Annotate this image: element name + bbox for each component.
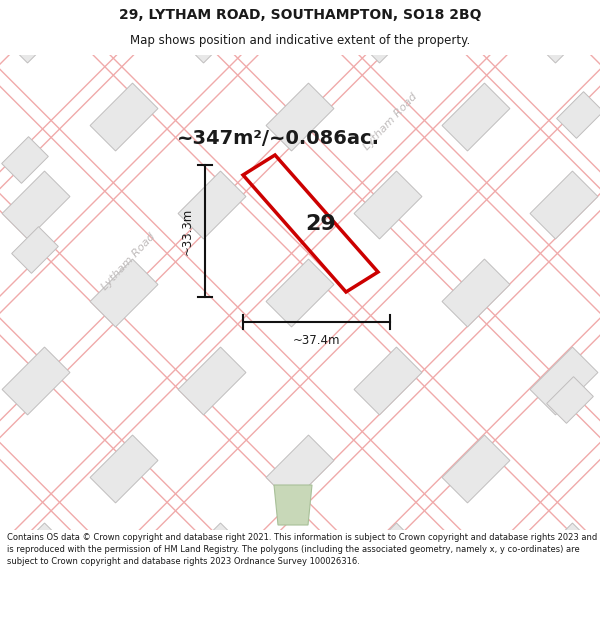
Polygon shape xyxy=(266,83,334,151)
Polygon shape xyxy=(442,259,510,327)
Polygon shape xyxy=(274,485,312,525)
Text: ~37.4m: ~37.4m xyxy=(293,334,340,346)
Polygon shape xyxy=(557,92,600,138)
Polygon shape xyxy=(547,377,593,423)
Polygon shape xyxy=(2,137,49,183)
Text: Map shows position and indicative extent of the property.: Map shows position and indicative extent… xyxy=(130,34,470,47)
Polygon shape xyxy=(530,171,598,239)
Polygon shape xyxy=(354,0,422,63)
Polygon shape xyxy=(90,83,158,151)
Polygon shape xyxy=(530,0,598,63)
Polygon shape xyxy=(442,83,510,151)
Polygon shape xyxy=(354,347,422,415)
Polygon shape xyxy=(90,259,158,327)
Polygon shape xyxy=(178,0,246,63)
Polygon shape xyxy=(178,171,246,239)
Polygon shape xyxy=(266,259,334,327)
Text: Contains OS data © Crown copyright and database right 2021. This information is : Contains OS data © Crown copyright and d… xyxy=(7,533,598,566)
Text: 29, LYTHAM ROAD, SOUTHAMPTON, SO18 2BQ: 29, LYTHAM ROAD, SOUTHAMPTON, SO18 2BQ xyxy=(119,8,481,22)
Polygon shape xyxy=(2,0,70,63)
Text: ~33.3m: ~33.3m xyxy=(181,208,193,254)
Polygon shape xyxy=(90,435,158,503)
Polygon shape xyxy=(354,523,422,591)
Polygon shape xyxy=(530,347,598,415)
Text: 29: 29 xyxy=(305,214,336,234)
Polygon shape xyxy=(2,347,70,415)
Polygon shape xyxy=(11,227,58,273)
Polygon shape xyxy=(178,347,246,415)
Text: ~347m²/~0.086ac.: ~347m²/~0.086ac. xyxy=(176,129,380,148)
Text: Lytham Road: Lytham Road xyxy=(99,232,157,292)
Polygon shape xyxy=(442,435,510,503)
Polygon shape xyxy=(178,523,246,591)
Polygon shape xyxy=(266,435,334,503)
Text: Lytham Road: Lytham Road xyxy=(361,92,419,152)
Polygon shape xyxy=(354,171,422,239)
Polygon shape xyxy=(2,523,70,591)
Polygon shape xyxy=(530,523,598,591)
Polygon shape xyxy=(2,171,70,239)
